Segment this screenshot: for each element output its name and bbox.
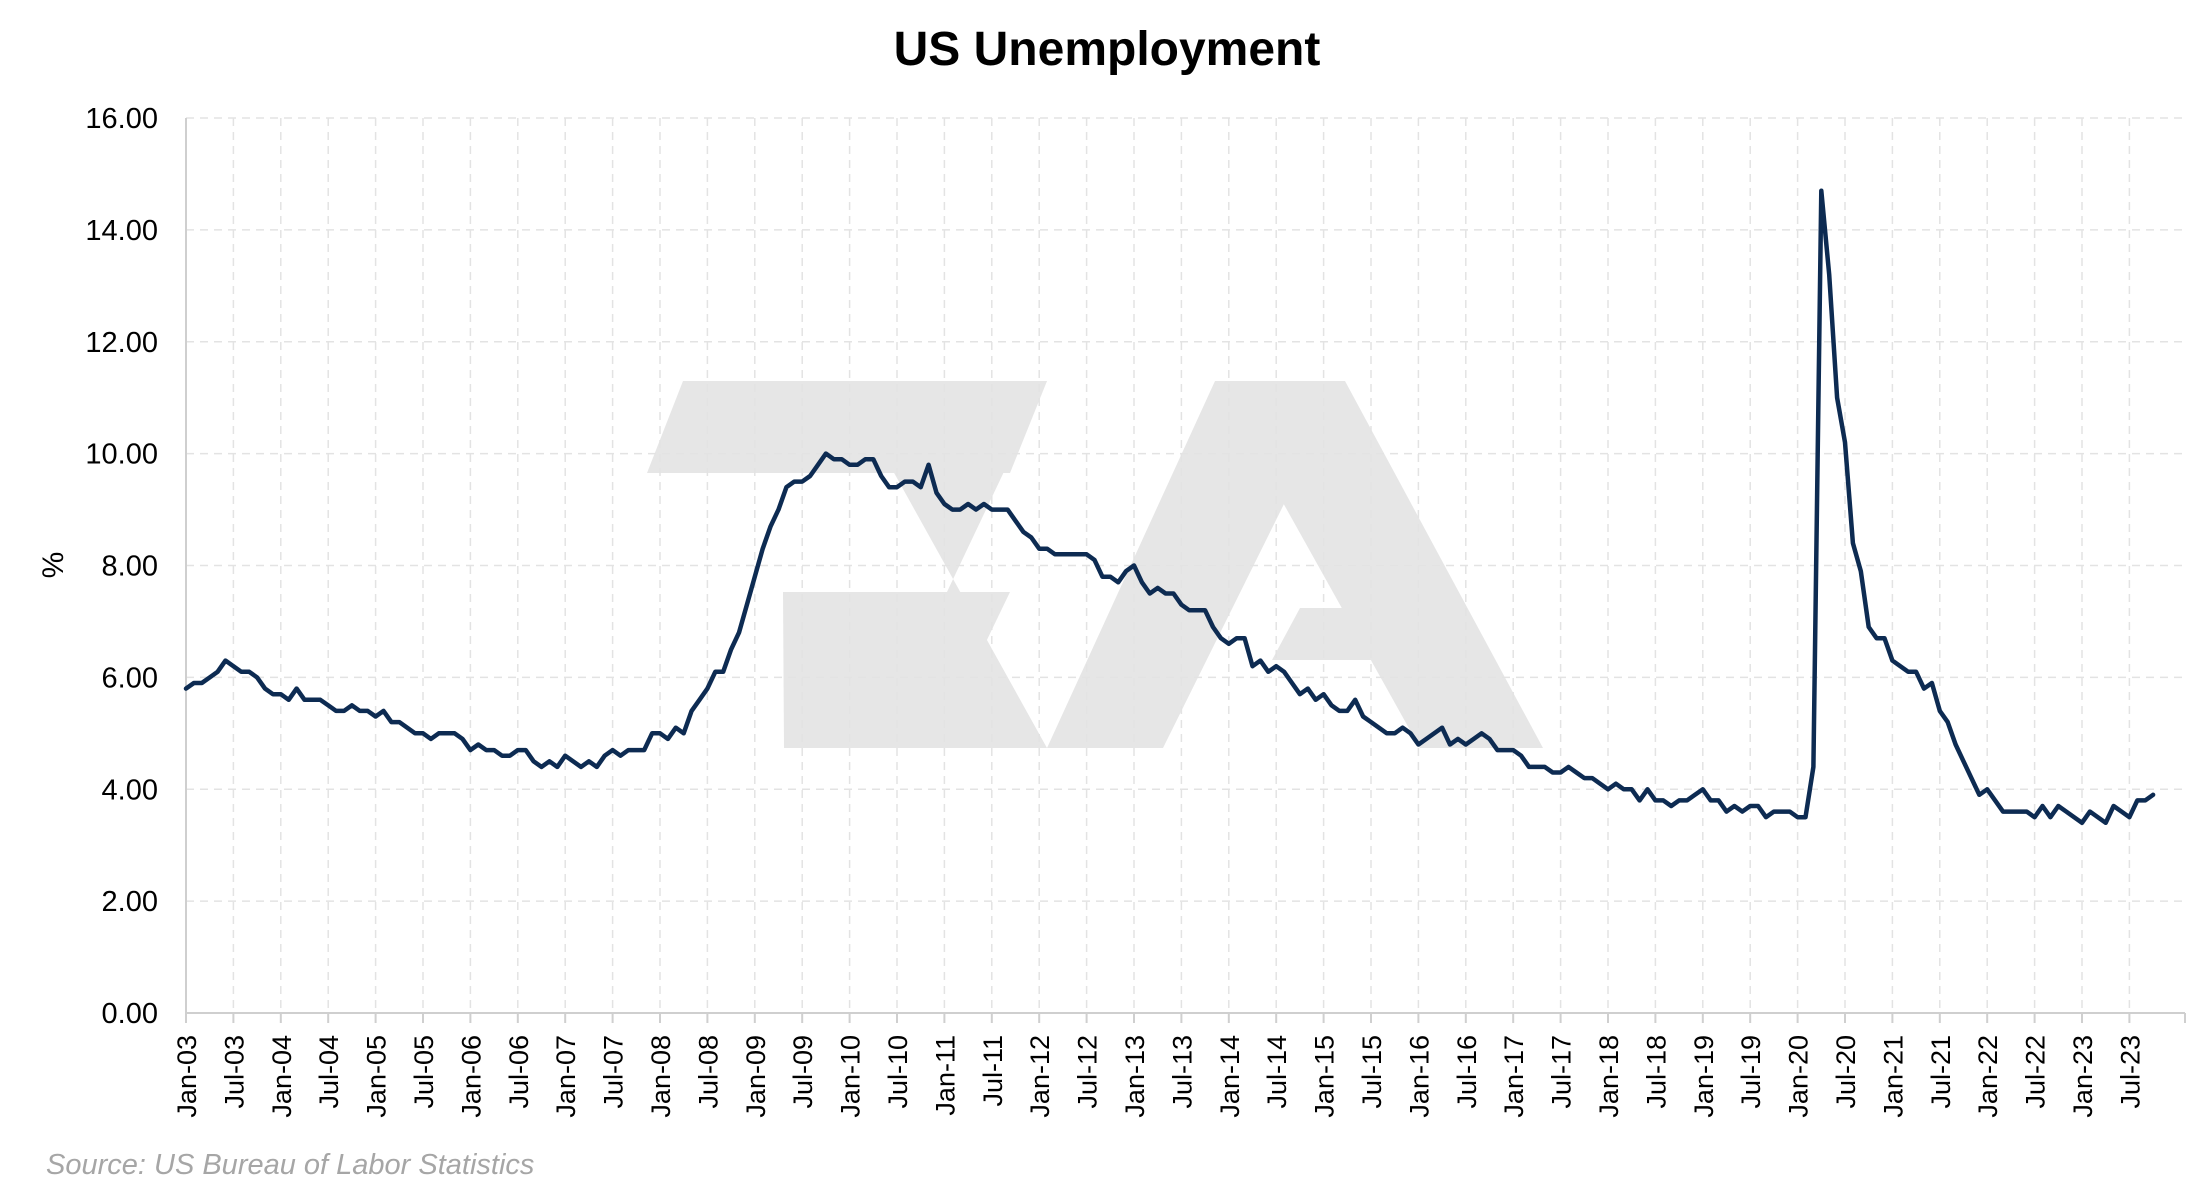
x-tick-label: Jul-19 [1736, 1035, 1766, 1109]
x-tick-label: Jan-14 [1215, 1035, 1245, 1118]
x-tick-label: Jul-06 [504, 1035, 534, 1109]
x-tick-label: Jul-05 [409, 1035, 439, 1109]
x-tick-label: Jan-17 [1499, 1035, 1529, 1118]
x-tick-label: Jan-18 [1594, 1035, 1624, 1118]
x-tick-label: Jan-15 [1310, 1035, 1340, 1118]
x-tick-label: Jan-11 [930, 1035, 960, 1116]
x-tick-label: Jan-06 [456, 1035, 486, 1118]
watermark-a-bar [1272, 608, 1445, 660]
x-tick-label: Jul-18 [1641, 1035, 1671, 1109]
watermark-seven-stem [843, 381, 1047, 748]
x-tick-label: Jan-08 [646, 1035, 676, 1118]
x-tick-label: Jul-03 [219, 1035, 249, 1109]
x-tick-label: Jan-10 [836, 1035, 866, 1118]
y-tick-label: 16.00 [85, 103, 158, 135]
y-tick-label: 8.00 [102, 551, 158, 583]
y-tick-label: 2.00 [102, 886, 158, 918]
grid-lines [186, 117, 2185, 1013]
x-tick-label: Jan-13 [1120, 1035, 1150, 1118]
x-tick-label: Jul-20 [1831, 1035, 1861, 1109]
watermark-a-right [1215, 381, 1543, 748]
x-tick-label: Jan-21 [1878, 1035, 1908, 1118]
x-tick-label: Jul-09 [788, 1035, 818, 1109]
x-tick-label: Jan-07 [551, 1035, 581, 1118]
y-tick-label: 6.00 [102, 662, 158, 694]
x-axis-ticks: Jan-03 Jul-03 Jan-04 Jul-04 Jan-05 Jul-05 Jan-… [172, 1035, 2145, 1118]
x-tick-label: Jul-22 [2021, 1035, 2051, 1109]
source-note: Source: US Bureau of Labor Statistics [46, 1149, 534, 1181]
y-tick-label: 10.00 [85, 439, 158, 471]
x-tick-label: Jul-23 [2115, 1035, 2145, 1109]
x-tick-label: Jul-13 [1167, 1035, 1197, 1109]
x-tick-label: Jul-17 [1547, 1035, 1577, 1109]
x-tick-label: Jul-11 [978, 1035, 1008, 1107]
x-tick-label: Jul-21 [1926, 1035, 1956, 1109]
x-tick-label: Jul-07 [599, 1035, 629, 1109]
y-tick-label: 14.00 [85, 215, 158, 247]
x-tick-label: Jul-08 [693, 1035, 723, 1109]
x-tick-label: Jan-22 [1973, 1035, 2003, 1118]
axes [185, 118, 2186, 1023]
x-tick-label: Jan-03 [172, 1035, 202, 1118]
y-axis-ticks: 0.00 2.00 4.00 6.00 8.00 10.00 12.00 14.00 16.00 [85, 103, 158, 1030]
x-tick-label: Jul-14 [1262, 1035, 1292, 1109]
x-tick-label: Jul-15 [1357, 1035, 1387, 1109]
x-tick-label: Jan-04 [267, 1035, 297, 1118]
x-tick-label: Jan-09 [741, 1035, 771, 1118]
x-tick-label: Jul-16 [1452, 1035, 1482, 1109]
x-tick-label: Jul-12 [1073, 1035, 1103, 1109]
x-tick-label: Jan-20 [1784, 1035, 1814, 1118]
x-tick-label: Jan-16 [1404, 1035, 1434, 1118]
y-tick-label: 12.00 [85, 327, 158, 359]
x-tick-label: Jan-19 [1689, 1035, 1719, 1118]
x-tick-label: Jan-05 [362, 1035, 392, 1118]
y-tick-label: 4.00 [102, 774, 158, 806]
x-tick-label: Jul-10 [883, 1035, 913, 1109]
unemployment-series-line [183, 188, 2156, 826]
x-tick-label: Jan-23 [2068, 1035, 2098, 1118]
chart-title: US Unemployment [894, 23, 1321, 76]
x-tick-label: Jan-12 [1025, 1035, 1055, 1118]
y-axis-label: % [37, 552, 70, 579]
x-tick-label: Jul-04 [314, 1035, 344, 1109]
y-tick-label: 0.00 [102, 998, 158, 1030]
watermark-logo [647, 381, 1543, 748]
